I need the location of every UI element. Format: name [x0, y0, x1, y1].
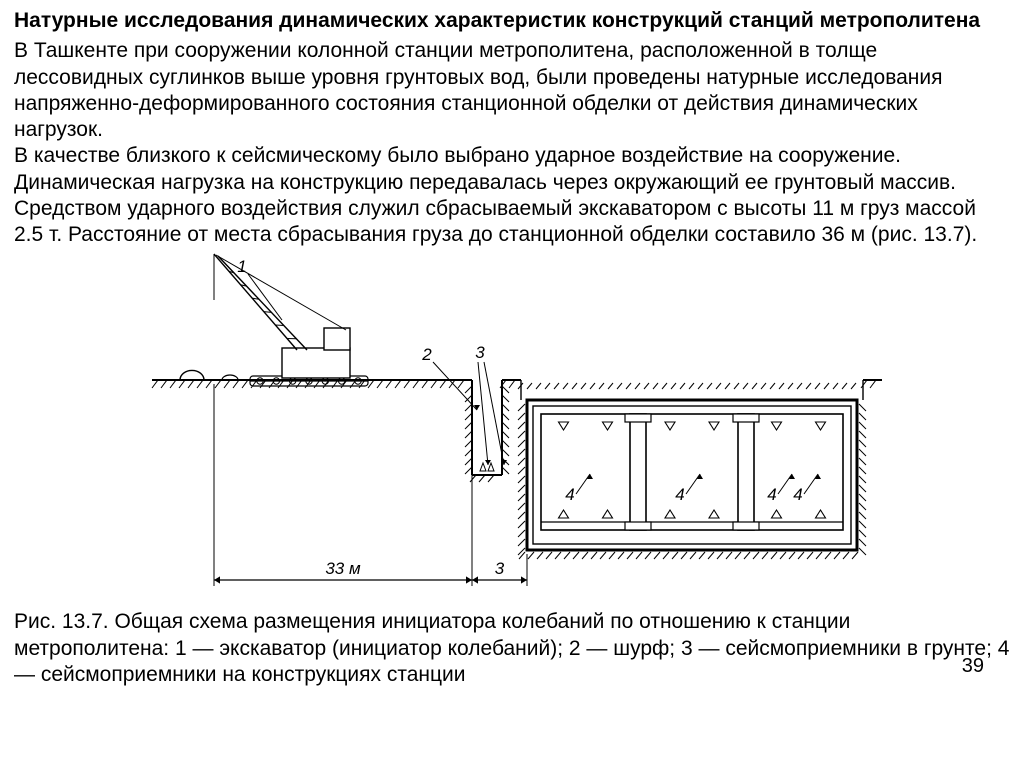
svg-text:4: 4: [793, 485, 802, 504]
svg-text:3: 3: [475, 343, 485, 362]
svg-text:4: 4: [565, 485, 574, 504]
svg-text:4: 4: [675, 485, 684, 504]
figure-caption: Рис. 13.7. Общая схема размещения инициа…: [14, 609, 1010, 688]
svg-text:33 м: 33 м: [325, 559, 361, 578]
paragraph-1: В Ташкенте при сооружении колонной станц…: [14, 38, 1010, 143]
figure-13-7: 33 м31234444: [14, 250, 1010, 605]
page: Натурные исследования динамических харак…: [0, 0, 1024, 702]
paragraph-2: В качестве близкого к сейсмическому было…: [14, 143, 1010, 248]
svg-text:2: 2: [421, 345, 432, 364]
page-number: 39: [962, 655, 984, 678]
svg-text:4: 4: [767, 485, 776, 504]
doc-title: Натурные исследования динамических харак…: [14, 8, 1010, 34]
svg-text:1: 1: [237, 257, 246, 276]
svg-text:3: 3: [495, 559, 505, 578]
schematic-svg: 33 м31234444: [132, 250, 892, 600]
